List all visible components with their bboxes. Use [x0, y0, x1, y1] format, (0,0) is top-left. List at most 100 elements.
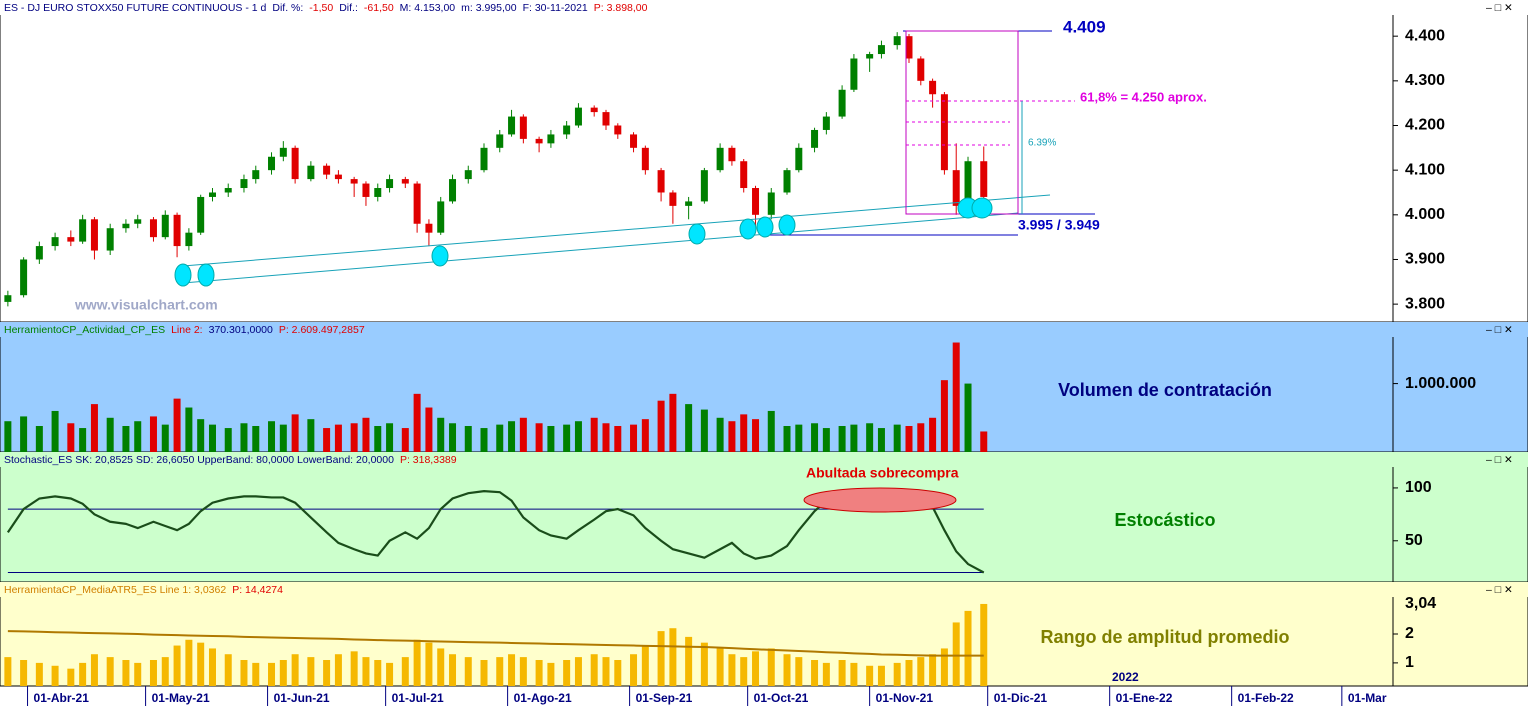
bar — [323, 660, 331, 686]
support-label: 3.995 / 3.949 — [1018, 217, 1100, 233]
bar — [630, 424, 638, 452]
bar — [952, 342, 960, 452]
candle-body — [767, 192, 775, 215]
bar — [980, 603, 988, 686]
candle-body — [240, 179, 248, 189]
candle-body — [161, 214, 169, 238]
bar — [980, 431, 988, 452]
bar — [425, 407, 433, 452]
candle-body — [437, 201, 445, 233]
panel-label: Estocástico — [1114, 510, 1215, 530]
bar — [614, 426, 622, 452]
y-tick-label: 4.000 — [1405, 206, 1445, 223]
y-tick-label: 1 — [1405, 654, 1414, 671]
header-bg — [0, 322, 1528, 337]
marks: 3.800 3.900 4.000 4.100 4.200 4.300 4.400 01-Ab… — [4, 27, 1476, 706]
bar — [350, 423, 358, 452]
bar — [752, 419, 760, 452]
bar — [496, 657, 504, 686]
x-tick-label: 01-Jul-21 — [392, 691, 444, 705]
candle-body — [173, 214, 181, 247]
candle-body — [685, 201, 693, 206]
bar — [952, 622, 960, 686]
bar — [185, 639, 193, 686]
candle-body — [783, 170, 791, 193]
bar — [685, 636, 693, 686]
candle-body — [79, 219, 87, 242]
bar — [563, 660, 571, 686]
bar — [464, 426, 472, 452]
panels: ES - DJ EURO STOXX50 FUTURE CONTINUOUS -… — [0, 0, 1528, 687]
bar — [307, 419, 315, 452]
candle-body — [106, 228, 114, 251]
x-tick-label: 01-Nov-21 — [876, 691, 934, 705]
touch-markers — [174, 197, 993, 287]
candle-body — [122, 223, 130, 229]
candle-body — [535, 138, 543, 144]
candle-body — [964, 161, 972, 206]
bar — [208, 648, 216, 686]
bar — [822, 428, 830, 452]
candle-body — [940, 94, 948, 171]
candle-body — [519, 116, 527, 139]
bar — [90, 654, 98, 686]
candle-body — [929, 80, 937, 95]
bar — [449, 423, 457, 452]
x-tick-label: 01-May-21 — [152, 691, 210, 705]
panel-label: Volumen de contratación — [1058, 380, 1272, 400]
x-tick-label: 01-Ago-21 — [514, 691, 572, 705]
bar — [866, 423, 874, 452]
bar — [149, 416, 157, 452]
bar — [630, 654, 638, 686]
y-tick-label: 100 — [1405, 479, 1432, 496]
candle-body — [917, 58, 925, 81]
bar — [917, 657, 925, 686]
candle-body — [866, 54, 874, 59]
bar — [252, 426, 260, 452]
marker — [174, 263, 192, 287]
bar — [740, 657, 748, 686]
bar — [535, 423, 543, 452]
bar — [964, 610, 972, 686]
bar — [783, 426, 791, 452]
bar — [893, 662, 901, 686]
bar — [602, 423, 610, 452]
bar — [767, 410, 775, 452]
candle-body — [279, 147, 287, 157]
trend-line — [182, 212, 1019, 284]
bar — [106, 657, 114, 686]
fib-label: 61,8% = 4.250 aprox. — [1080, 89, 1207, 104]
bar — [161, 657, 169, 686]
bar — [67, 668, 75, 686]
header-text: -1,50 — [309, 2, 333, 14]
header-text: 370.301,0000 — [209, 324, 273, 336]
bar — [929, 654, 937, 686]
candle-body — [700, 170, 708, 202]
bar — [134, 421, 142, 452]
atr-average — [7, 630, 984, 657]
bar — [700, 409, 708, 452]
candle-body — [35, 246, 43, 260]
candle-body — [185, 232, 193, 247]
bar — [563, 424, 571, 452]
drawings — [182, 30, 1095, 284]
y-tick-label: 4.400 — [1405, 27, 1445, 44]
bar — [437, 417, 445, 452]
bar — [291, 654, 299, 686]
bar — [917, 423, 925, 452]
bar — [279, 424, 287, 452]
bar — [173, 645, 181, 686]
candle-body — [401, 179, 409, 184]
y-tick-label: 3.800 — [1405, 295, 1445, 312]
bar — [291, 414, 299, 452]
candle-body — [307, 165, 315, 180]
bar — [850, 662, 858, 686]
candle-body — [4, 295, 12, 302]
bar — [173, 398, 181, 452]
candle-body — [291, 147, 299, 180]
bar — [279, 660, 287, 686]
bar — [657, 400, 665, 452]
bar — [374, 660, 382, 686]
bar — [752, 651, 760, 686]
